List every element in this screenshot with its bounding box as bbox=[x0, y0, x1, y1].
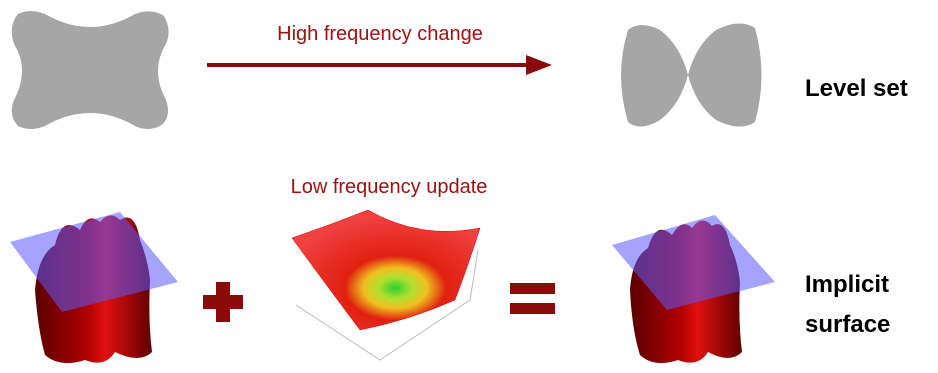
arrow-label: High frequency change bbox=[277, 23, 483, 45]
update-label: Low frequency update bbox=[291, 176, 488, 198]
level-plane-left bbox=[10, 212, 178, 312]
arrow-head bbox=[526, 55, 552, 75]
level-set-after bbox=[621, 23, 762, 126]
update-plot bbox=[292, 210, 480, 360]
level-set-label: Level set bbox=[805, 75, 908, 102]
implicit-surface-label: surface bbox=[805, 311, 890, 338]
diagram: High frequency change Level set Low freq… bbox=[0, 0, 938, 373]
level-set-before bbox=[12, 11, 169, 129]
implicit-surface-label: Implicit bbox=[805, 271, 889, 298]
plus-sign bbox=[203, 282, 243, 322]
page: High frequency change Level set Low freq… bbox=[0, 0, 938, 373]
equals-sign bbox=[510, 283, 555, 314]
